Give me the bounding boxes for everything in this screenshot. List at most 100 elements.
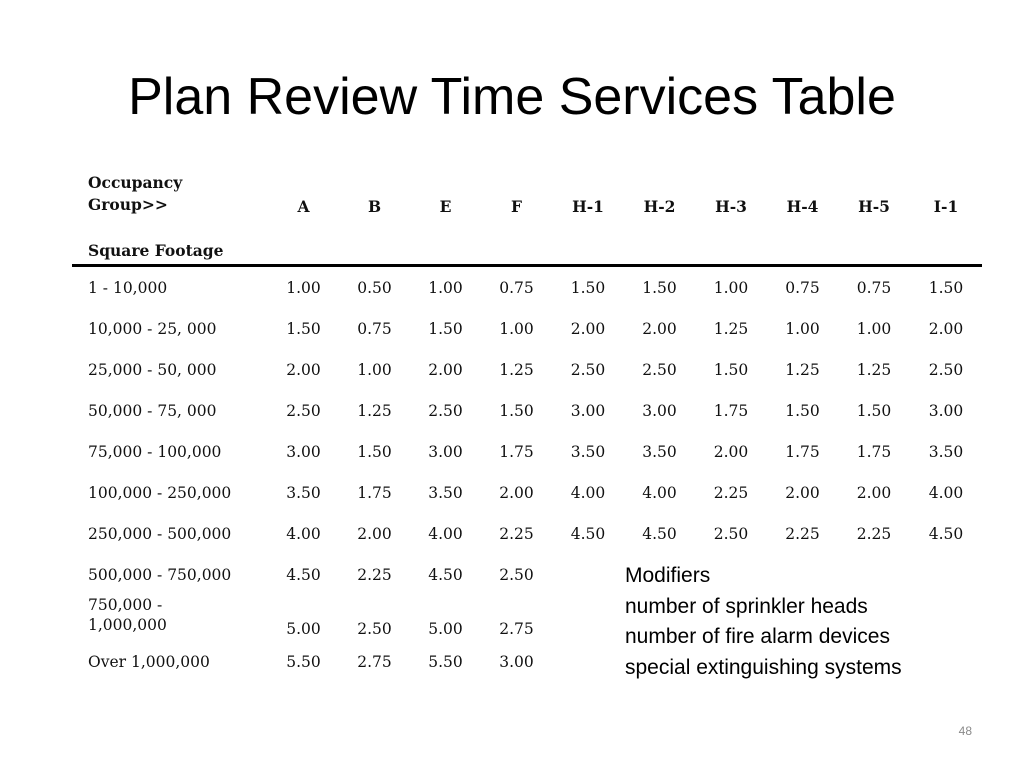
- square-footage-range: 1 - 10,000: [88, 278, 168, 297]
- review-time-cell: 1.75: [499, 442, 534, 461]
- square-footage-range: 250,000 - 500,000: [88, 524, 232, 543]
- group-header-i1: I-1: [933, 197, 959, 216]
- review-time-cell: 0.50: [357, 278, 392, 297]
- table-row: Over 1,000,000 5.50 2.75 5.50 3.00: [72, 641, 982, 682]
- review-time-cell: 3.00: [570, 401, 606, 420]
- review-time-cell: 3.00: [428, 442, 463, 461]
- review-time-cell: 1.00: [357, 360, 392, 379]
- group-header-h5: H-5: [858, 197, 890, 216]
- review-time-cell: 0.75: [856, 278, 892, 297]
- review-time-cell: 2.00: [428, 360, 463, 379]
- table-row: 1 - 10,000 1.00 0.50 1.00 0.75 1.50 1.50 1.00 0.…: [72, 266, 982, 309]
- review-time-cell: 1.25: [713, 319, 749, 338]
- range-line: 1,000,000: [88, 616, 167, 634]
- group-header-row: Occupancy Group>> A B E F H-1 H-2 H-3 H-4…: [72, 166, 982, 220]
- review-time-cell: 2.50: [928, 360, 964, 379]
- review-time-cell: 1.25: [357, 401, 392, 420]
- table-row: 50,000 - 75, 000 2.50 1.25 2.50 1.50 3.00 3.00…: [72, 390, 982, 431]
- review-time-cell: 2.00: [570, 319, 606, 338]
- review-time-cell: 3.00: [642, 401, 677, 420]
- review-time-cell: 2.00: [357, 524, 392, 543]
- review-time-cell: 2.50: [286, 401, 321, 420]
- modifiers-note: Modifiers number of sprinkler heads numb…: [625, 561, 985, 683]
- group-header-f: F: [510, 197, 522, 216]
- table-row: 10,000 - 25, 000 1.50 0.75 1.50 1.00 2.00 2.00…: [72, 308, 982, 349]
- review-time-cell: 1.75: [713, 401, 749, 420]
- review-time-cell: 0.75: [357, 319, 392, 338]
- review-time-cell: 1.50: [928, 278, 964, 297]
- table-row: 100,000 - 250,000 3.50 1.75 3.50 2.00 4.00 4.0…: [72, 472, 982, 513]
- table-row: 25,000 - 50, 000 2.00 1.00 2.00 1.25 2.50 2.50…: [72, 349, 982, 390]
- review-time-cell: 4.00: [928, 483, 964, 502]
- square-footage-range: 10,000 - 25, 000: [88, 319, 217, 338]
- review-time-cell: 3.50: [570, 442, 606, 461]
- review-time-cell: 4.50: [928, 524, 964, 543]
- review-time-cell: 2.50: [570, 360, 606, 379]
- modifiers-heading: Modifiers: [625, 564, 711, 587]
- review-time-cell: 2.25: [357, 565, 392, 584]
- review-time-cell: 2.50: [713, 524, 749, 543]
- review-time-cell: 1.50: [499, 401, 534, 420]
- review-time-cell: 3.00: [928, 401, 964, 420]
- table-row: 750,000 - 1,000,000 5.00 2.50 5.00 2.75: [72, 595, 982, 641]
- square-footage-range: 50,000 - 75, 000: [88, 401, 217, 420]
- review-time-cell: 1.75: [785, 442, 820, 461]
- slide-title: Plan Review Time Services Table: [128, 68, 896, 126]
- occupancy-header-line2: Group>>: [88, 195, 168, 214]
- group-header-h2: H-2: [643, 197, 676, 216]
- review-time-cell: 2.00: [928, 319, 964, 338]
- review-time-cell: 2.25: [856, 524, 892, 543]
- review-time-cell: 2.25: [713, 483, 749, 502]
- review-time-cell: 3.50: [642, 442, 677, 461]
- review-time-cell: 5.00: [428, 620, 463, 638]
- review-time-cell: [552, 595, 624, 641]
- table-row: 500,000 - 750,000 4.50 2.25 4.50 2.50: [72, 554, 982, 595]
- group-header-h4: H-4: [786, 197, 819, 216]
- review-time-cell: 1.50: [286, 319, 321, 338]
- review-time-cell: 1.00: [713, 278, 749, 297]
- review-time-cell: 1.50: [856, 401, 892, 420]
- table-row: 250,000 - 500,000 4.00 2.00 4.00 2.25 4.50 4.5…: [72, 513, 982, 554]
- review-time-cell: 2.00: [642, 319, 677, 338]
- square-footage-header: Square Footage: [72, 220, 982, 267]
- review-time-cell: 3.00: [286, 442, 321, 461]
- review-time-cell: 1.25: [499, 360, 534, 379]
- square-footage-range: 100,000 - 250,000: [88, 483, 232, 502]
- review-time-cell: [552, 554, 624, 595]
- review-time-cell: 1.00: [499, 319, 534, 338]
- review-time-cell: 2.00: [785, 483, 820, 502]
- review-time-cell: 0.75: [499, 278, 534, 297]
- modifier-item-sprinkler-heads: number of sprinkler heads: [625, 594, 868, 618]
- review-time-cell: 3.50: [286, 483, 321, 502]
- review-time-cell: 1.00: [856, 319, 892, 338]
- review-time-cell: 2.00: [286, 360, 321, 379]
- review-time-cell: 4.00: [286, 524, 321, 543]
- group-header-h1: H-1: [572, 197, 604, 216]
- group-header-b: B: [367, 197, 382, 216]
- review-time-cell: 3.50: [928, 442, 964, 461]
- square-footage-range: 750,000 - 1,000,000: [72, 595, 268, 641]
- review-time-cell: 2.75: [499, 620, 534, 638]
- review-time-cell: 4.50: [642, 524, 677, 543]
- review-time-cell: 1.50: [642, 278, 677, 297]
- review-time-cell: 4.00: [428, 524, 463, 543]
- table-row: 75,000 - 100,000 3.00 1.50 3.00 1.75 3.50 3.50…: [72, 431, 982, 472]
- review-time-cell: 1.50: [713, 360, 749, 379]
- plan-review-time-table: Occupancy Group>> A B E F H-1 H-2 H-3 H-4…: [72, 166, 982, 682]
- group-header-e: E: [439, 197, 452, 216]
- square-footage-range: Over 1,000,000: [88, 652, 210, 671]
- review-time-cell: 1.50: [570, 278, 606, 297]
- review-time-cell: 1.00: [785, 319, 820, 338]
- modifier-item-fire-alarm-devices: number of fire alarm devices: [625, 625, 890, 648]
- review-time-cell: 3.00: [499, 652, 534, 671]
- review-time-cell: 5.50: [286, 652, 321, 671]
- review-time-cell: 1.75: [357, 483, 392, 502]
- occupancy-group-header: Occupancy Group>>: [72, 166, 268, 220]
- square-footage-range: 500,000 - 750,000: [88, 565, 232, 584]
- review-time-cell: 1.25: [856, 360, 892, 379]
- review-time-cell: 1.75: [856, 442, 892, 461]
- review-time-cell: 1.25: [785, 360, 820, 379]
- review-time-cell: 2.50: [642, 360, 677, 379]
- review-time-cell: 1.50: [357, 442, 392, 461]
- review-time-cell: 2.00: [713, 442, 749, 461]
